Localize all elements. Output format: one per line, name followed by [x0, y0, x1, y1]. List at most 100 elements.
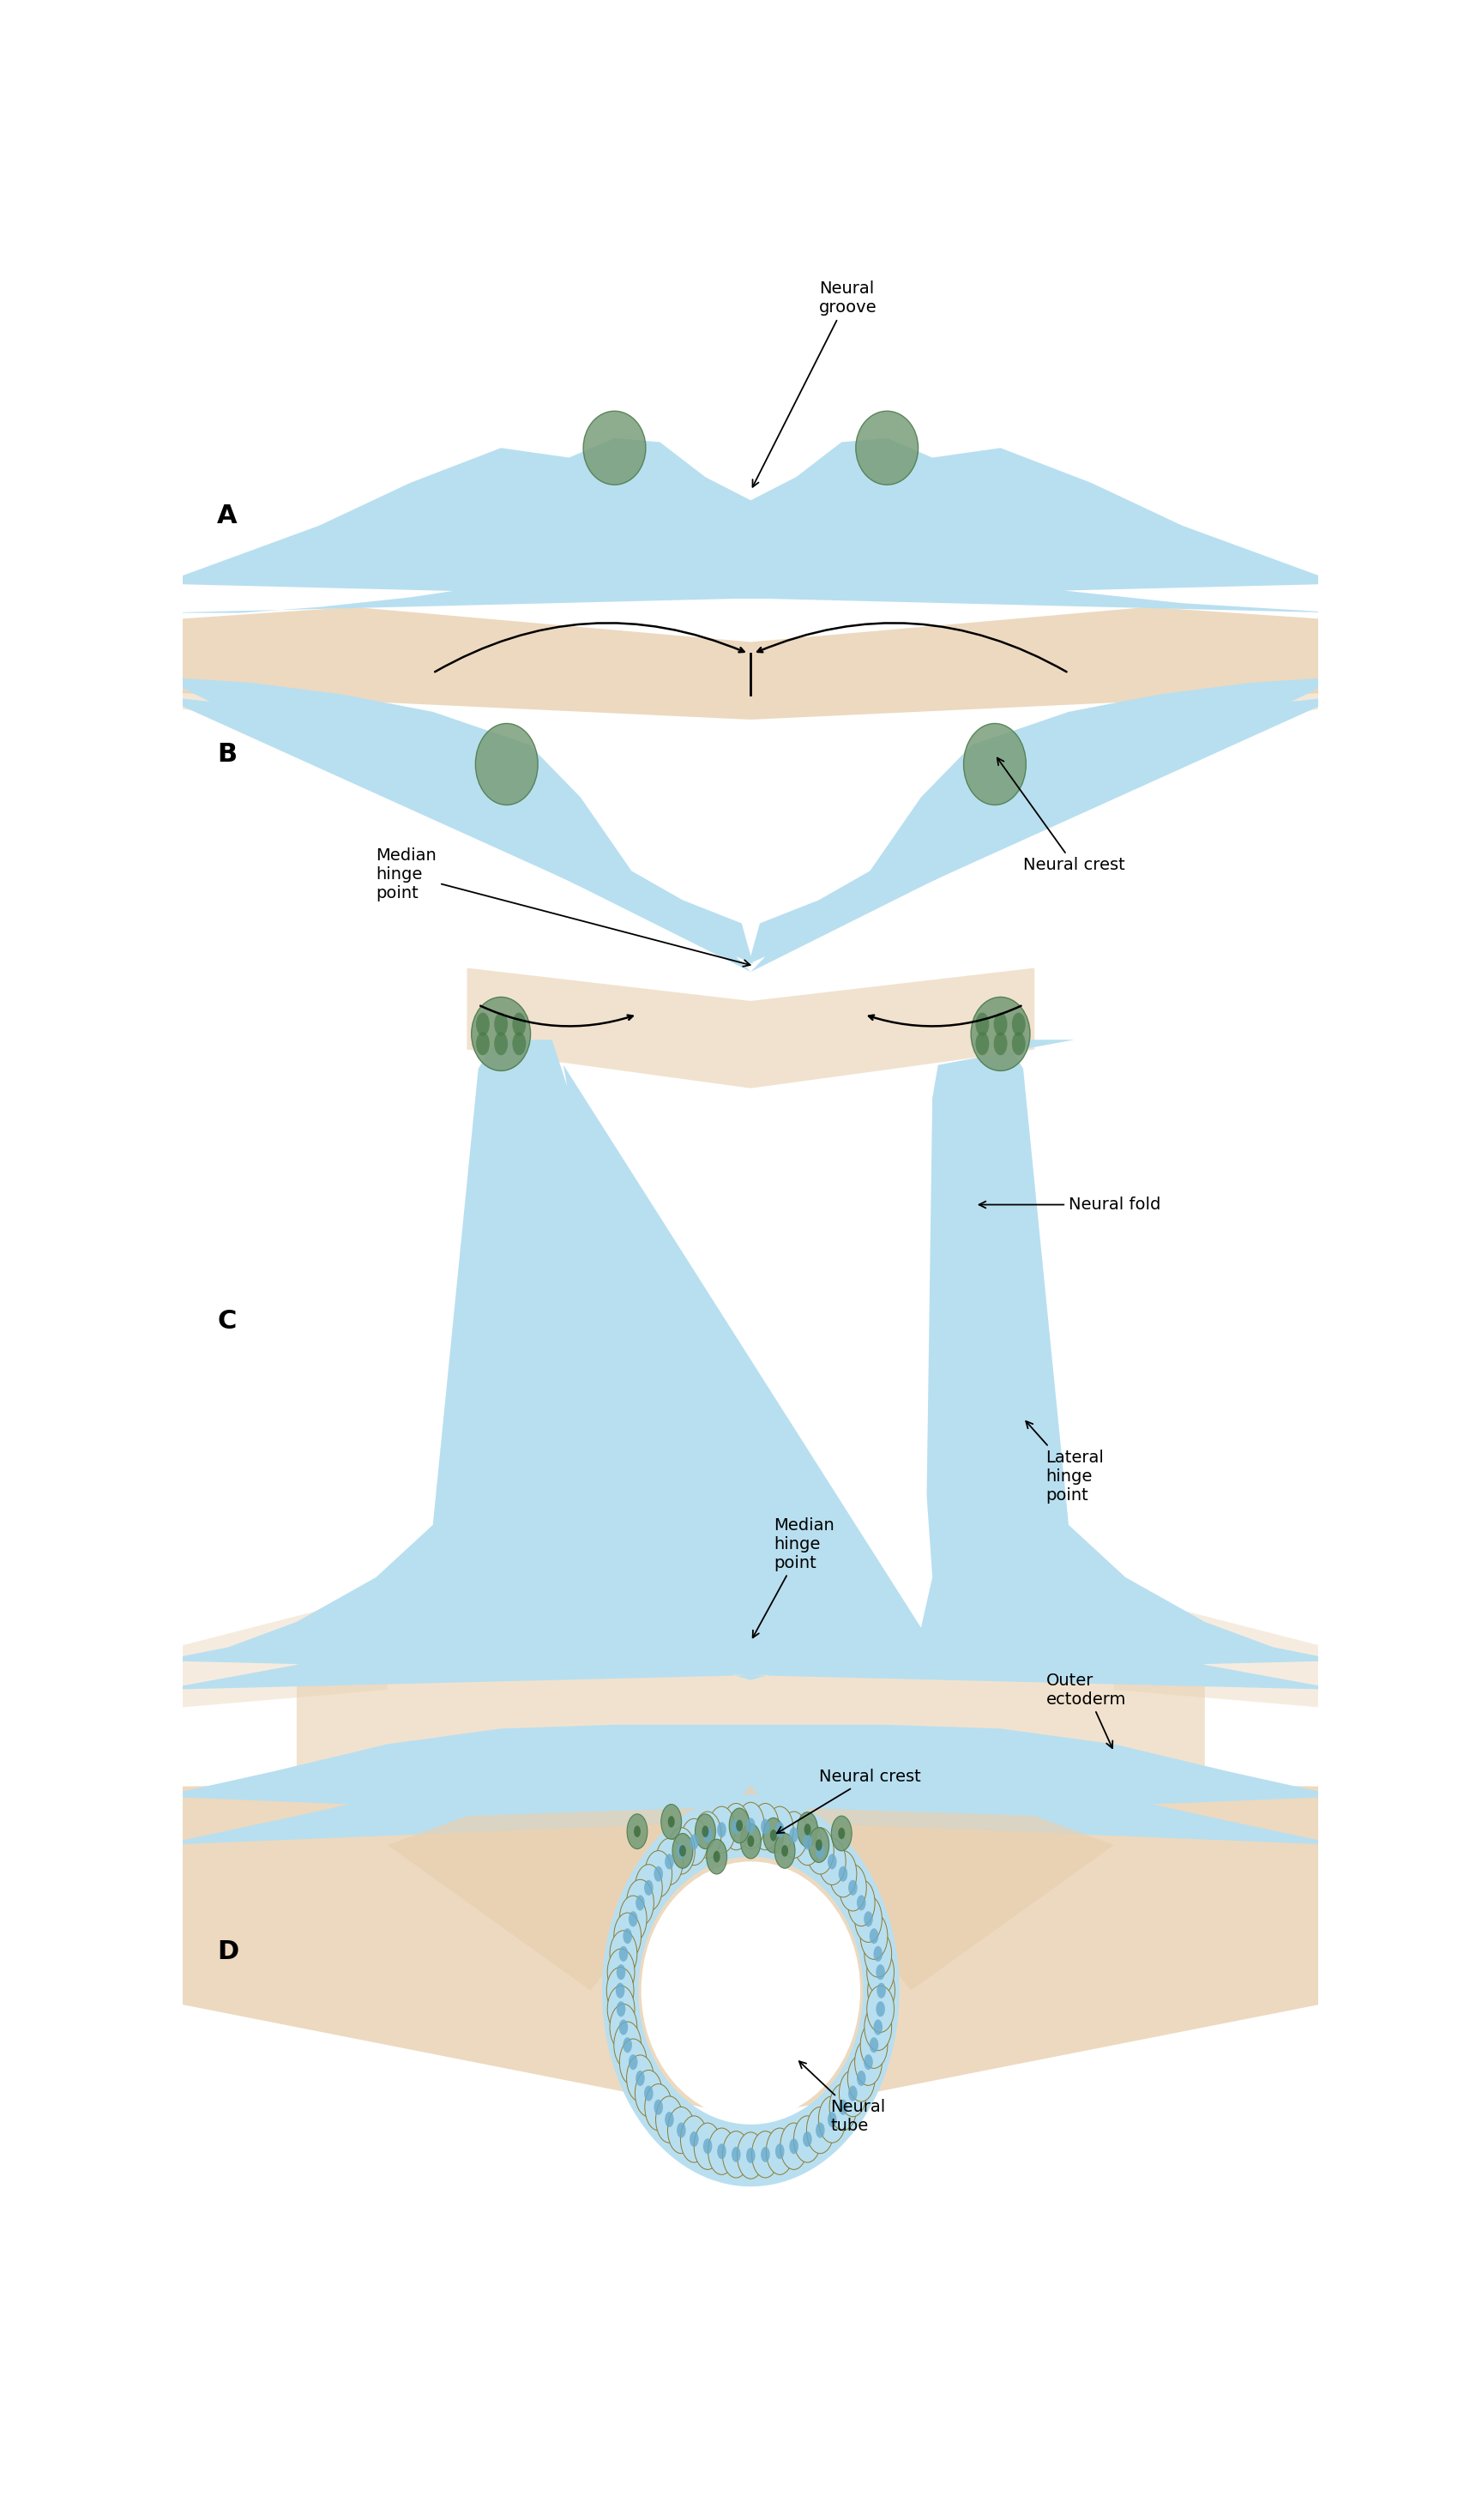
- Circle shape: [736, 2132, 764, 2180]
- Circle shape: [827, 2112, 836, 2127]
- Circle shape: [856, 2071, 865, 2087]
- Circle shape: [619, 1895, 647, 1943]
- Circle shape: [875, 1963, 884, 1981]
- Ellipse shape: [963, 723, 1025, 804]
- Circle shape: [793, 2117, 820, 2162]
- Circle shape: [870, 2036, 878, 2054]
- Circle shape: [848, 2054, 874, 2102]
- Text: B: B: [217, 741, 237, 766]
- Circle shape: [653, 2099, 663, 2114]
- Circle shape: [867, 1968, 895, 2013]
- Text: Neural fold: Neural fold: [978, 1197, 1159, 1212]
- Circle shape: [796, 1812, 817, 1847]
- Circle shape: [751, 1804, 779, 1850]
- Circle shape: [793, 1819, 820, 1865]
- Circle shape: [789, 1827, 798, 1842]
- Ellipse shape: [641, 1862, 859, 2119]
- Circle shape: [672, 1835, 692, 1867]
- Circle shape: [476, 1033, 489, 1056]
- Circle shape: [644, 2084, 672, 2129]
- Circle shape: [690, 2132, 698, 2147]
- Circle shape: [493, 1013, 508, 1036]
- Circle shape: [628, 1910, 637, 1928]
- Circle shape: [622, 1928, 631, 1943]
- Circle shape: [729, 1809, 750, 1842]
- Text: Lateral
hinge
point: Lateral hinge point: [1025, 1421, 1104, 1504]
- Circle shape: [635, 1865, 662, 1910]
- Circle shape: [741, 1824, 760, 1860]
- Circle shape: [668, 1817, 675, 1827]
- Text: Median
hinge
point: Median hinge point: [752, 1517, 833, 1638]
- Circle shape: [606, 1968, 634, 2013]
- Circle shape: [706, 1840, 726, 1875]
- Circle shape: [690, 1835, 698, 1850]
- Circle shape: [627, 2054, 653, 2102]
- Circle shape: [613, 1913, 641, 1961]
- Circle shape: [864, 1910, 873, 1928]
- Circle shape: [804, 1824, 811, 1835]
- Circle shape: [780, 1845, 788, 1857]
- Circle shape: [736, 1802, 764, 1850]
- Text: Neural
groove: Neural groove: [752, 280, 877, 486]
- Circle shape: [1012, 1013, 1025, 1036]
- Circle shape: [766, 2127, 793, 2175]
- Text: Neural crest: Neural crest: [776, 1769, 921, 1832]
- Circle shape: [635, 2071, 644, 2087]
- Circle shape: [829, 2084, 856, 2129]
- Circle shape: [713, 1850, 720, 1862]
- Circle shape: [627, 1880, 653, 1925]
- Circle shape: [789, 2139, 798, 2155]
- Circle shape: [644, 2087, 653, 2102]
- Circle shape: [656, 2097, 682, 2142]
- Circle shape: [609, 2003, 637, 2051]
- Circle shape: [644, 1880, 653, 1895]
- Polygon shape: [161, 438, 1341, 612]
- Circle shape: [476, 1013, 489, 1036]
- Circle shape: [802, 1835, 811, 1850]
- Circle shape: [622, 2036, 631, 2054]
- Circle shape: [512, 1033, 526, 1056]
- Circle shape: [1012, 1033, 1025, 1056]
- Circle shape: [608, 1948, 634, 1996]
- Circle shape: [634, 1824, 640, 1837]
- Circle shape: [665, 1855, 673, 1870]
- Circle shape: [829, 1850, 856, 1898]
- Text: Neural
tube: Neural tube: [799, 2061, 884, 2134]
- Circle shape: [760, 2147, 770, 2162]
- Circle shape: [745, 2147, 755, 2162]
- Circle shape: [867, 1948, 893, 1996]
- Circle shape: [619, 1945, 628, 1961]
- Circle shape: [635, 2069, 662, 2117]
- Ellipse shape: [476, 723, 537, 804]
- Circle shape: [859, 1913, 887, 1961]
- Polygon shape: [161, 678, 752, 973]
- Circle shape: [731, 2147, 741, 2162]
- Circle shape: [681, 1819, 707, 1865]
- Circle shape: [807, 1827, 833, 1875]
- Text: Outer
ectoderm: Outer ectoderm: [1045, 1673, 1126, 1749]
- Circle shape: [827, 1855, 836, 1870]
- Circle shape: [848, 1880, 856, 1895]
- Circle shape: [668, 2107, 694, 2155]
- Circle shape: [627, 1814, 647, 1850]
- Polygon shape: [467, 968, 1034, 1089]
- Polygon shape: [748, 678, 1341, 973]
- Circle shape: [735, 1819, 742, 1832]
- Circle shape: [512, 1013, 526, 1036]
- Circle shape: [848, 2087, 856, 2102]
- Circle shape: [763, 1817, 783, 1852]
- Circle shape: [808, 1827, 829, 1862]
- Circle shape: [848, 1880, 874, 1925]
- Circle shape: [613, 2021, 641, 2069]
- Circle shape: [668, 1827, 694, 1875]
- Circle shape: [993, 1033, 1007, 1056]
- Circle shape: [867, 1986, 893, 2031]
- Circle shape: [717, 2145, 726, 2160]
- Circle shape: [780, 2122, 807, 2170]
- Circle shape: [694, 2122, 720, 2170]
- Circle shape: [751, 2132, 779, 2177]
- Circle shape: [859, 2021, 887, 2069]
- Circle shape: [695, 1814, 714, 1850]
- Circle shape: [856, 1895, 865, 1910]
- Circle shape: [873, 1945, 881, 1961]
